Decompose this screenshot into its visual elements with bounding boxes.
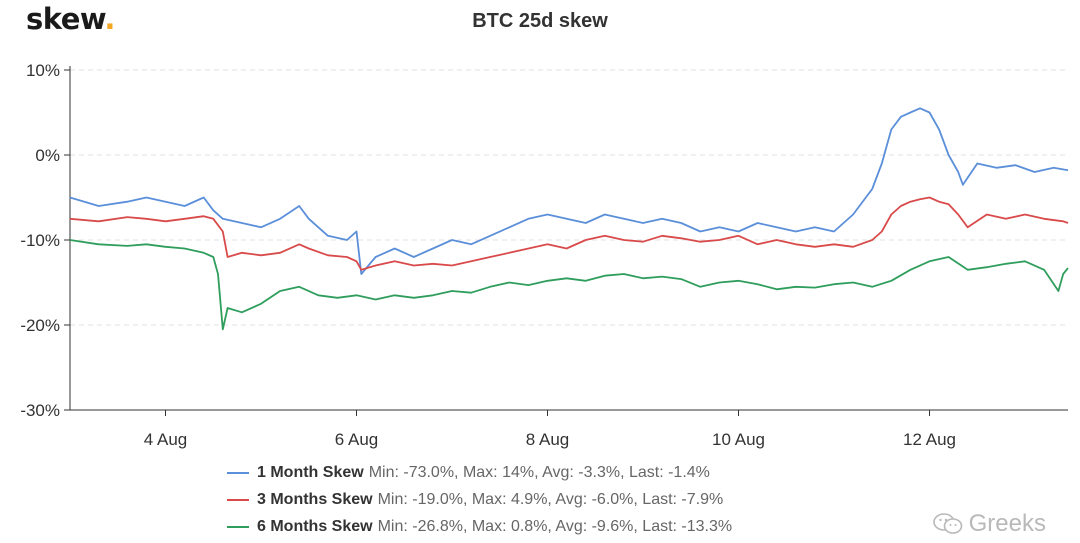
legend-name: 6 Months Skew (257, 517, 373, 535)
series-line-2 (69, 196, 1069, 271)
y-tick-label: 10% (26, 61, 60, 80)
legend-swatch-1-month (227, 471, 249, 474)
y-tick-label: 0% (35, 146, 60, 165)
legend-stats: Min: -26.8%, Max: 0.8%, Avg: -9.6%, Last… (377, 517, 733, 535)
logo-dot: . (104, 2, 115, 36)
x-tick-label: 4 Aug (144, 430, 188, 449)
legend-swatch-3-months (227, 498, 249, 501)
legend-stats: Min: -73.0%, Max: 14%, Avg: -3.3%, Last:… (368, 463, 710, 481)
y-tick-label: -20% (20, 316, 60, 335)
wechat-icon (932, 513, 962, 534)
y-tick-label: -10% (20, 231, 60, 250)
chart-title: BTC 25d skew (472, 10, 608, 32)
legend-item-6-months[interactable]: 6 Months Skew Min: -26.8%, Max: 0.8%, Av… (227, 513, 732, 540)
legend-name: 1 Month Skew (257, 463, 364, 481)
logo-text: skew (26, 2, 105, 36)
legend-stats: Min: -19.0%, Max: 4.9%, Avg: -6.0%, Last… (377, 490, 724, 508)
series-line-1 (69, 107, 1069, 275)
x-tick-label: 6 Aug (335, 430, 379, 449)
y-tick-label: -30% (20, 401, 60, 420)
series-line-3 (69, 239, 1069, 331)
legend-item-3-months[interactable]: 3 Months Skew Min: -19.0%, Max: 4.9%, Av… (227, 486, 732, 513)
watermark: Greeks (932, 510, 1046, 538)
tick-labels: 10% 0% -10% -20% -30% 4 Aug 6 Aug 8 Aug 10 Aug 12… (20, 61, 956, 449)
legend-swatch-6-months (227, 525, 249, 528)
x-tick-label: 10 Aug (712, 430, 765, 449)
skew-logo: skew. (26, 2, 115, 36)
series-lines (69, 107, 1069, 331)
axes (64, 66, 1068, 416)
chart-legend: 1 Month Skew Min: -73.0%, Max: 14%, Avg:… (227, 459, 732, 540)
x-tick-label: 8 Aug (526, 430, 570, 449)
watermark-text: Greeks (968, 510, 1046, 537)
x-tick-label: 12 Aug (903, 430, 956, 449)
grid-lines (70, 69, 1068, 326)
legend-item-1-month[interactable]: 1 Month Skew Min: -73.0%, Max: 14%, Avg:… (227, 459, 732, 486)
legend-name: 3 Months Skew (257, 490, 373, 508)
